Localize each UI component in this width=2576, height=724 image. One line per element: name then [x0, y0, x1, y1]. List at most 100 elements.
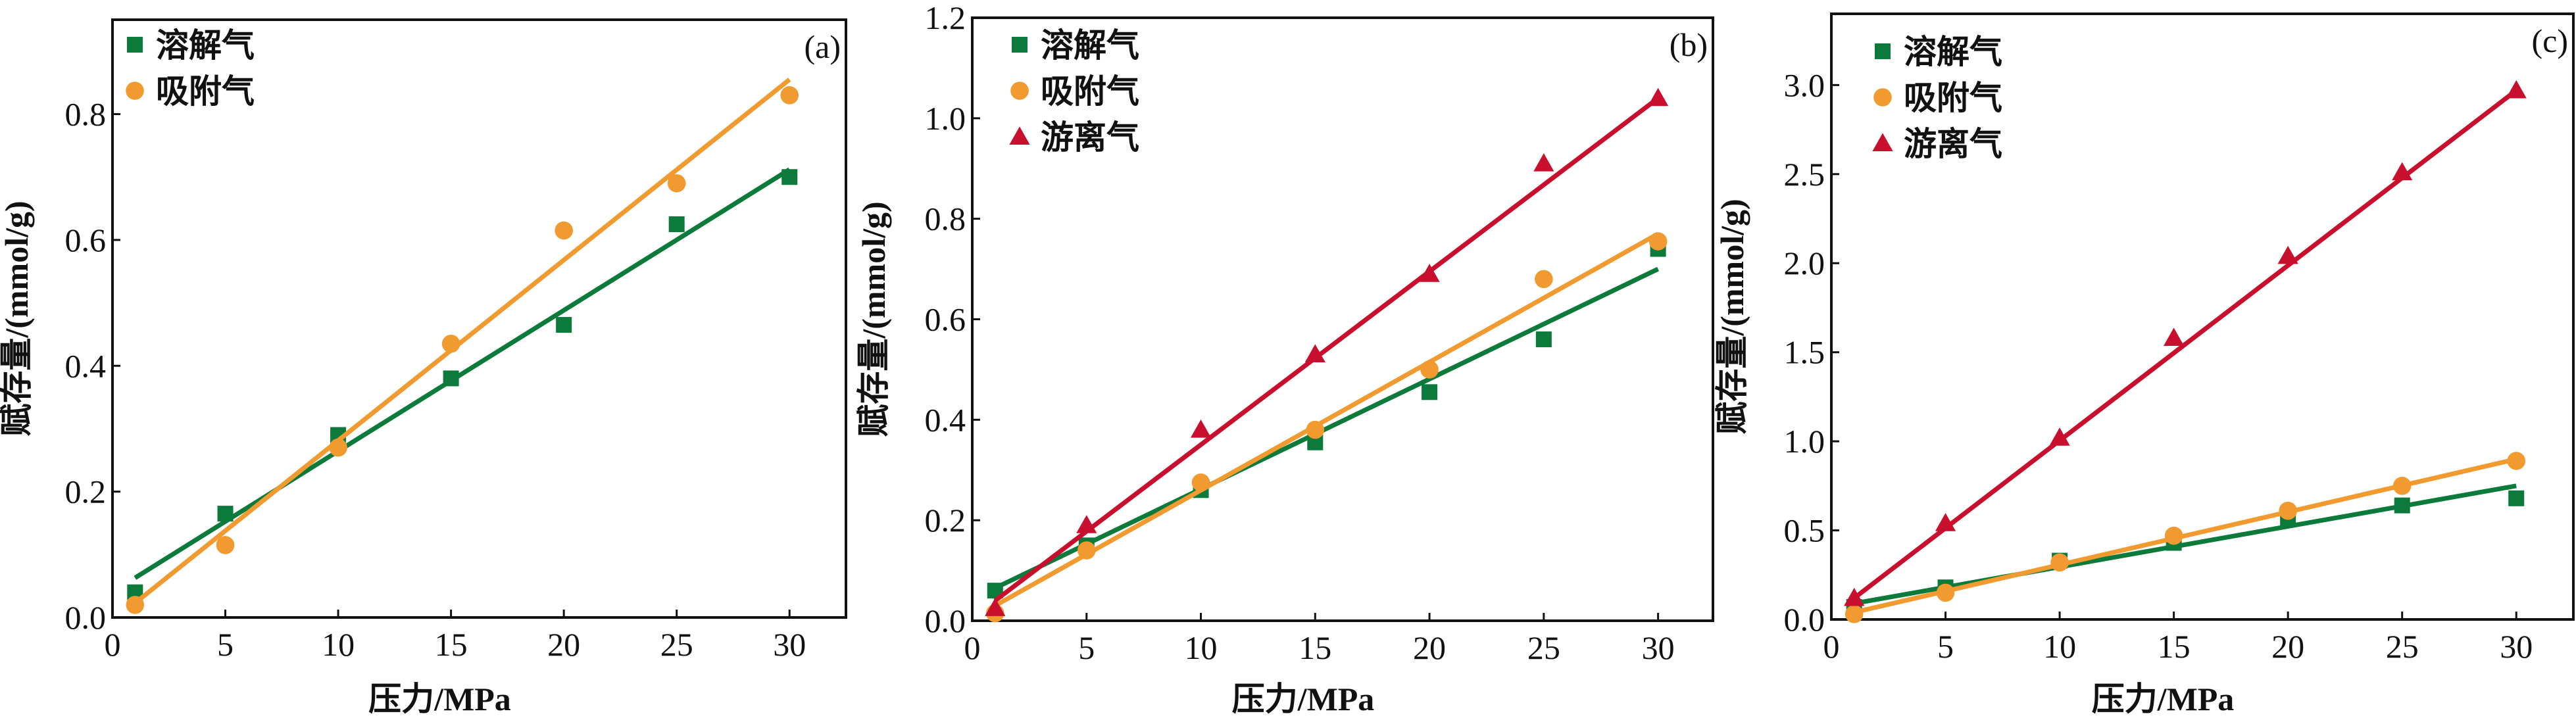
x-tick-label: 0 — [964, 629, 981, 666]
x-tick-label: 25 — [1527, 629, 1560, 666]
data-point — [441, 334, 460, 353]
x-tick-label: 10 — [1185, 629, 1218, 666]
y-tick-label: 0.2 — [925, 502, 966, 539]
x-tick-label: 5 — [1078, 629, 1095, 666]
panel-label: (a) — [805, 28, 841, 65]
y-tick-label: 1.5 — [1784, 334, 1825, 371]
x-tick-label: 5 — [217, 626, 234, 663]
x-tick-label: 0 — [1823, 628, 1840, 665]
legend-marker — [1873, 88, 1892, 107]
data-point — [2164, 526, 2183, 545]
y-tick-label: 2.5 — [1784, 156, 1825, 193]
y-tick-label: 0.0 — [1784, 601, 1825, 638]
fit-line — [1852, 88, 2518, 600]
x-tick-label: 30 — [2500, 628, 2533, 665]
data-point — [1535, 270, 1553, 289]
x-tick-label: 10 — [2043, 628, 2076, 665]
legend-label: 游离气 — [1041, 119, 1139, 156]
chart-panel-b: 0 5 10 15 20 25 30 0.0 0.2 0.4 0.6 0.8 1.0 1.2 压力/MPa 赋… — [855, 0, 1714, 717]
data-point — [1845, 605, 1864, 623]
data-point — [1535, 331, 1552, 348]
chart-panel-a: 0 5 10 15 20 25 30 0.0 0.2 0.4 0.6 0.8 压力/MPa 赋存量/(mm… — [0, 18, 847, 717]
data-point — [1936, 583, 1955, 602]
series-free — [1844, 80, 2527, 606]
legend-label: 溶解气 — [156, 27, 255, 64]
x-tick-label: 15 — [1299, 629, 1331, 666]
data-point — [1076, 515, 1097, 533]
data-point — [1077, 541, 1096, 560]
fit-line — [134, 167, 791, 580]
x-tick-label: 10 — [322, 626, 355, 663]
data-point — [2506, 80, 2527, 99]
data-point — [2049, 427, 2070, 446]
data-point — [668, 216, 685, 232]
panel-label: (c) — [2532, 22, 2569, 59]
data-point — [1419, 264, 1440, 282]
data-point — [443, 370, 459, 387]
data-point — [1304, 344, 1325, 362]
x-tick-label: 5 — [1937, 628, 1954, 665]
data-point — [1935, 513, 1956, 531]
y-tick-label: 0.4 — [65, 347, 107, 384]
x-tick-label: 25 — [660, 626, 693, 663]
data-point — [1190, 420, 1212, 438]
y-tick-label: 0.4 — [925, 401, 966, 438]
x-tick-label: 20 — [1413, 629, 1446, 666]
data-point — [126, 596, 145, 614]
x-tick-label: 20 — [2271, 628, 2304, 665]
data-point — [555, 221, 573, 240]
x-tick-label: 15 — [2158, 628, 2191, 665]
data-point — [1844, 587, 1865, 606]
y-tick-label: 0.0 — [925, 602, 966, 639]
legend-marker — [126, 82, 144, 100]
y-tick-label: 0.8 — [65, 96, 107, 133]
legend-marker — [1875, 43, 1891, 59]
data-point — [1191, 473, 1210, 492]
y-tick-label: 3.0 — [1784, 66, 1825, 103]
data-point — [1648, 232, 1668, 251]
legend-label: 吸附气 — [1041, 73, 1139, 110]
y-tick-label: 1.0 — [1784, 423, 1825, 460]
plot-frame — [111, 18, 847, 619]
legend-label: 溶解气 — [1041, 27, 1139, 64]
data-point — [2164, 327, 2185, 347]
legend-marker — [1009, 126, 1030, 145]
data-point — [2277, 245, 2298, 264]
legend-label: 吸附气 — [1904, 80, 2002, 116]
y-axis-label: 赋存量/(mmol/g) — [1714, 199, 1750, 434]
x-tick-label: 20 — [547, 626, 580, 663]
x-tick-label: 30 — [1642, 629, 1675, 666]
x-axis-label: 压力/MPa — [1232, 681, 1375, 717]
x-tick-label: 15 — [435, 626, 468, 663]
data-point — [1306, 420, 1325, 439]
data-point — [217, 506, 234, 522]
y-axis-label: 赋存量/(mmol/g) — [0, 201, 35, 436]
data-point — [1533, 153, 1554, 172]
data-point — [2279, 501, 2297, 520]
x-tick-label: 30 — [773, 626, 806, 663]
data-point — [2394, 497, 2410, 514]
legend-marker — [1872, 133, 1893, 151]
y-tick-label: 2.0 — [1784, 245, 1825, 281]
data-point — [1420, 360, 1439, 379]
series-free — [985, 87, 1669, 616]
data-point — [2508, 490, 2525, 506]
legend-marker — [1010, 82, 1029, 100]
fit-line — [1854, 483, 2517, 606]
y-tick-label: 0.6 — [65, 222, 107, 258]
series-dissolved — [127, 167, 798, 600]
data-point — [2507, 452, 2526, 470]
y-tick-label: 0.8 — [925, 201, 966, 237]
series-adsorbed — [1845, 452, 2526, 623]
data-point — [2392, 162, 2413, 181]
data-point — [985, 598, 1006, 616]
fit-line — [994, 266, 1660, 591]
legend-marker — [1012, 37, 1028, 53]
data-point — [556, 317, 572, 333]
plot-frame — [1830, 12, 2575, 621]
x-tick-label: 0 — [105, 626, 121, 663]
x-tick-label: 25 — [2386, 628, 2419, 665]
data-point — [216, 536, 235, 554]
data-point — [781, 169, 798, 185]
